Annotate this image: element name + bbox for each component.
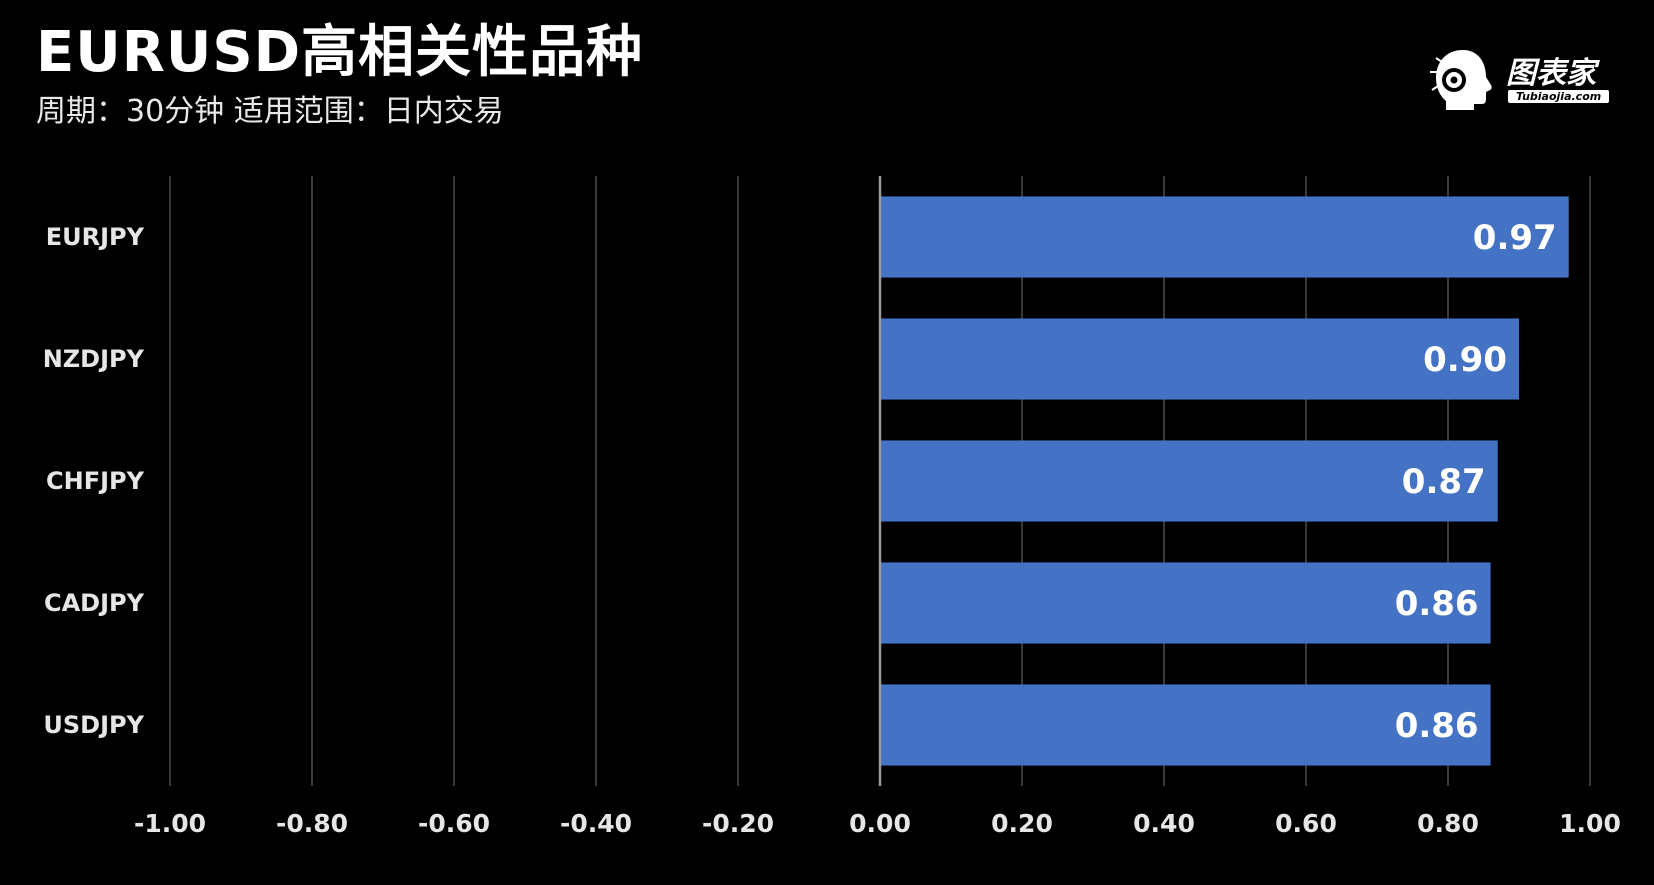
category-label: CADJPY xyxy=(44,589,145,617)
x-tick-label: -0.80 xyxy=(276,809,348,838)
x-tick-label: -1.00 xyxy=(134,809,206,838)
x-tick-label: -0.20 xyxy=(702,809,774,838)
x-tick-label: -0.40 xyxy=(560,809,632,838)
data-label: 0.87 xyxy=(1402,462,1486,502)
x-tick-label: 0.00 xyxy=(849,809,911,838)
x-tick-label: 0.80 xyxy=(1417,809,1479,838)
logo-subtext: Tubiaojia.com xyxy=(1508,90,1610,103)
bar xyxy=(880,440,1498,522)
category-label: EURJPY xyxy=(46,223,145,251)
bars xyxy=(880,196,1569,766)
data-label: 0.90 xyxy=(1423,340,1507,380)
chart-subtitle: 周期：30分钟 适用范围：日内交易 xyxy=(36,94,504,129)
x-tick-label: 0.20 xyxy=(991,809,1053,838)
bar xyxy=(880,196,1569,278)
labels: -1.00 -0.80 -0.60 -0.40 -0.20 0.00 0.20 0.40 0.6… xyxy=(43,218,1621,838)
x-tick-label: -0.60 xyxy=(418,809,490,838)
data-label: 0.86 xyxy=(1395,706,1479,746)
x-tick-label: 0.60 xyxy=(1275,809,1337,838)
bar xyxy=(880,562,1491,644)
data-label: 0.86 xyxy=(1395,584,1479,624)
bar xyxy=(880,318,1519,400)
data-label: 0.97 xyxy=(1473,218,1557,258)
bar xyxy=(880,684,1491,766)
category-label: NZDJPY xyxy=(43,345,145,373)
x-tick-label: 1.00 xyxy=(1559,809,1621,838)
x-tick-label: 0.40 xyxy=(1133,809,1195,838)
robot-head-icon xyxy=(1430,50,1492,110)
category-label: CHFJPY xyxy=(46,467,145,495)
chart-title: EURUSD高相关性品种 xyxy=(36,20,644,85)
brand-logo: 图表家 Tubiaojia.com xyxy=(1428,46,1628,116)
logo-text: 图表家 xyxy=(1506,56,1596,91)
category-label: USDJPY xyxy=(43,711,144,739)
